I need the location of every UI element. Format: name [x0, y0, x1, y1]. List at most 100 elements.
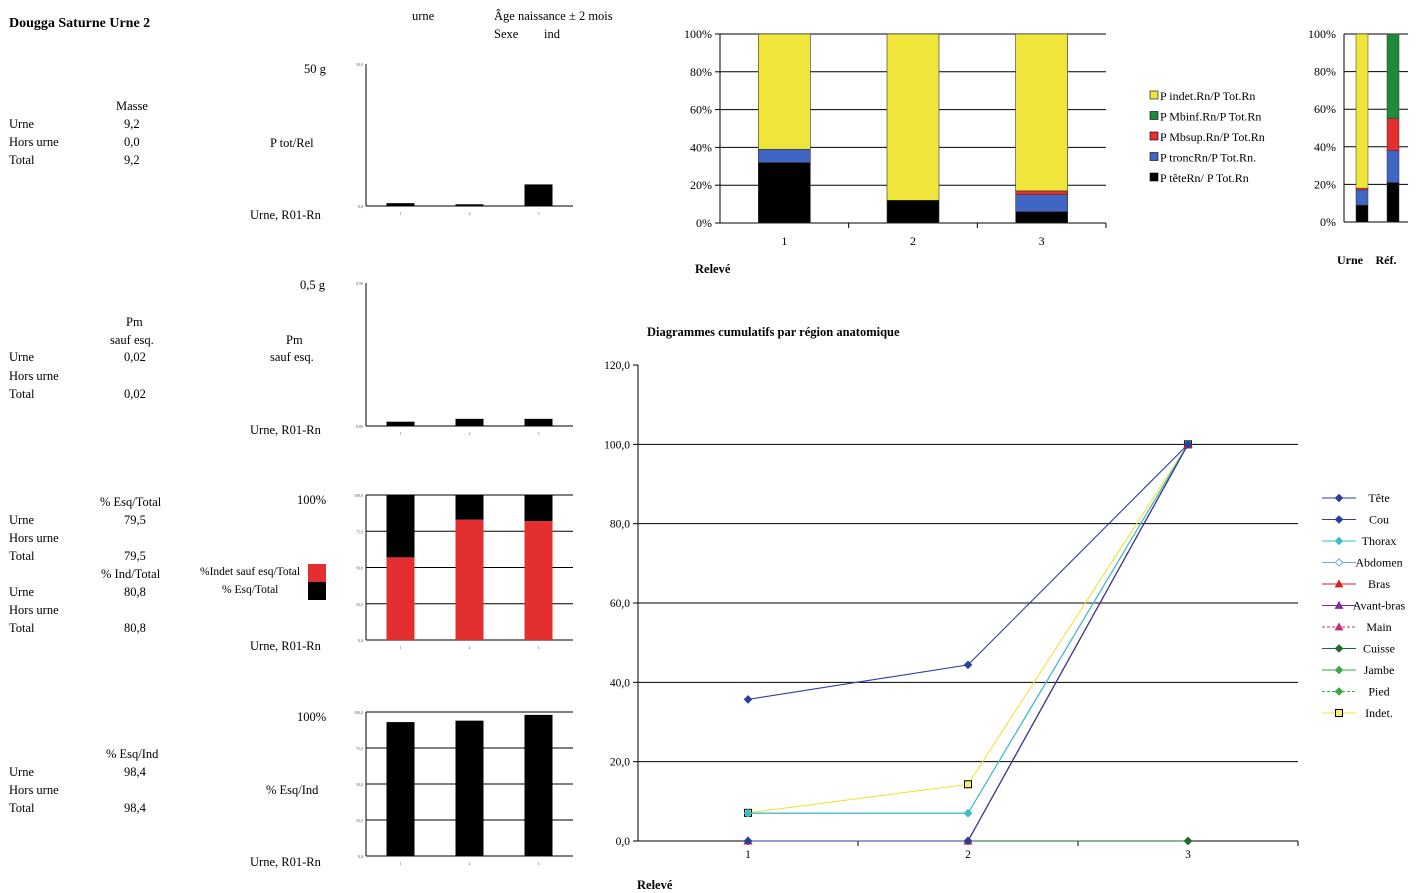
pm-bar — [386, 421, 415, 426]
masse-heading: Masse — [116, 99, 148, 113]
cumulative-point — [743, 695, 753, 704]
regions-ytick-label: 40% — [690, 140, 712, 154]
cumulative-ytick-label: 20,0 — [610, 757, 630, 769]
esq-total-row-label: Hors urne — [9, 531, 59, 545]
esq_indet-bar-segment — [386, 557, 415, 640]
pm-row-value: 0,02 — [124, 350, 146, 364]
pm-bar — [524, 418, 553, 426]
pm-chart-ylabel: Pm — [286, 333, 303, 347]
masse-xtick-label: 3 — [538, 211, 540, 216]
esq_ind-ytick-label: 25,0 — [356, 818, 363, 824]
ind-total-row-value: 80,8 — [124, 621, 146, 635]
masse-row-value: 0,0 — [124, 135, 140, 149]
cumulative-ytick-label: 60,0 — [610, 598, 630, 610]
cumulative-point — [963, 660, 973, 670]
cumulative-legend-label: Indet. — [1365, 706, 1393, 720]
regions-bar-segment — [1015, 190, 1068, 195]
regions-legend-swatch — [1149, 172, 1159, 182]
header-age: Âge naissance ± 2 mois — [494, 9, 613, 23]
cumulative-legend-label: Cuisse — [1363, 642, 1395, 656]
cumulative-ytick-label: 80,0 — [610, 519, 630, 531]
esq-indet-chart-xlabel: Urne, R01-Rn — [250, 639, 321, 653]
urne-ref-bar-segment — [1355, 33, 1369, 189]
esq_ind-ytick-label: 50,0 — [356, 782, 363, 788]
cumulative-point — [1183, 836, 1193, 846]
masse-bar — [524, 184, 553, 206]
urne-ref-xtick-label: Urne — [1337, 253, 1364, 267]
esq_indet-bar-segment — [386, 495, 415, 558]
masse-row-value: 9,2 — [124, 153, 140, 167]
regions-legend-swatch — [1149, 111, 1159, 120]
masse-xtick-label: 1 — [400, 211, 402, 216]
regions-bar-segment — [758, 33, 811, 150]
legend-indet-label: %Indet sauf esq/Total — [200, 566, 301, 578]
masse-ytick-label: 0,0 — [358, 204, 363, 210]
esq_ind-bar — [524, 714, 553, 856]
cumulative-point — [963, 808, 973, 818]
regions-legend-swatch — [1149, 90, 1159, 100]
cumulative-series-line — [748, 444, 1189, 814]
masse-row-label: Hors urne — [9, 135, 59, 149]
regions-bar-segment — [1015, 211, 1068, 224]
cumulative-chart-xlabel: Relevé — [637, 878, 673, 892]
pm-xtick-label: 1 — [400, 431, 402, 436]
regions-bar-segment — [1015, 194, 1068, 212]
esq-ind-heading: % Esq/Ind — [106, 747, 159, 761]
esq_ind-xtick-label: 1 — [400, 861, 402, 866]
cumulative-chart-title: Diagrammes cumulatifs par région anatomi… — [647, 325, 900, 339]
cumulative-xtick-label: 1 — [745, 849, 751, 861]
esq-total-row-value: 79,5 — [124, 549, 146, 563]
page-title: Dougga Saturne Urne 2 — [9, 16, 151, 31]
esq-indet-chart-max-label: 100% — [297, 493, 327, 507]
urne-ref-bar-segment — [1355, 204, 1369, 223]
esq_ind-ytick-label: 0,0 — [358, 854, 363, 860]
regions-bar-segment — [758, 162, 811, 224]
masse-chart-max-label: 50 g — [304, 62, 326, 76]
esq_indet-bar-segment — [524, 521, 553, 640]
pm-chart-ylabel: sauf esq. — [270, 350, 314, 364]
regions-legend-swatch — [1149, 152, 1159, 161]
esq_ind-xtick-label: 2 — [469, 861, 471, 866]
esq-ind-chart-max-label: 100% — [297, 710, 327, 724]
cumulative-legend-label: Cou — [1369, 513, 1389, 527]
esq_ind-bar — [455, 720, 484, 856]
urne-ref-ytick-label: 0% — [1320, 215, 1336, 229]
cumulative-legend-marker — [1334, 665, 1344, 675]
cumulative-legend-marker — [1334, 600, 1344, 609]
ind-total-row-label: Total — [9, 621, 35, 635]
cumulative-legend-marker — [1335, 709, 1343, 717]
esq-ind-row-label: Total — [9, 801, 35, 815]
cumulative-legend-marker — [1334, 579, 1344, 588]
cumulative-xtick-label: 2 — [965, 849, 971, 861]
cumulative-legend-marker — [1334, 558, 1344, 567]
urne-ref-ytick-label: 80% — [1314, 65, 1336, 79]
regions-ytick-label: 20% — [690, 178, 712, 192]
pm-ytick-label: 0,00 — [356, 424, 363, 430]
cumulative-legend-marker — [1334, 493, 1344, 503]
regions-bar-segment — [1015, 33, 1068, 192]
cumulative-legend-marker — [1334, 622, 1344, 631]
esq_indet-bar-segment — [455, 519, 484, 640]
cumulative-point — [743, 836, 753, 846]
cumulative-legend-marker — [1334, 644, 1344, 653]
cumulative-series-line — [747, 444, 1189, 814]
esq-total-row-label: Total — [9, 549, 35, 563]
cumulative-legend-marker — [1334, 687, 1344, 696]
esq-ind-chart-xlabel: Urne, R01-Rn — [250, 855, 321, 869]
regions-ytick-label: 80% — [690, 65, 712, 79]
regions-legend-label: P Mbsup.Rn/P Tot.Rn — [1160, 130, 1265, 144]
esq-total-heading: % Esq/Total — [100, 495, 162, 509]
esq_ind-ytick-label: 75,0 — [356, 746, 363, 752]
regions-legend-label: P indet.Rn/P Tot.Rn — [1160, 89, 1255, 103]
pm-chart-xlabel: Urne, R01-Rn — [250, 423, 321, 437]
masse-row-label: Total — [9, 153, 35, 167]
regions-legend-label: P têteRn/ P Tot.Rn — [1160, 171, 1249, 185]
ind-total-heading: % Ind/Total — [101, 567, 161, 581]
pm-chart-max-label: 0,5 g — [300, 278, 325, 292]
esq_ind-xtick-label: 3 — [538, 861, 540, 866]
masse-bar — [455, 204, 484, 206]
esq-ind-chart-ylabel: % Esq/Ind — [266, 783, 319, 797]
masse-chart-xlabel: Urne, R01-Rn — [250, 208, 321, 222]
regions-ytick-label: 60% — [690, 103, 712, 117]
pm-heading: sauf esq. — [110, 333, 154, 347]
